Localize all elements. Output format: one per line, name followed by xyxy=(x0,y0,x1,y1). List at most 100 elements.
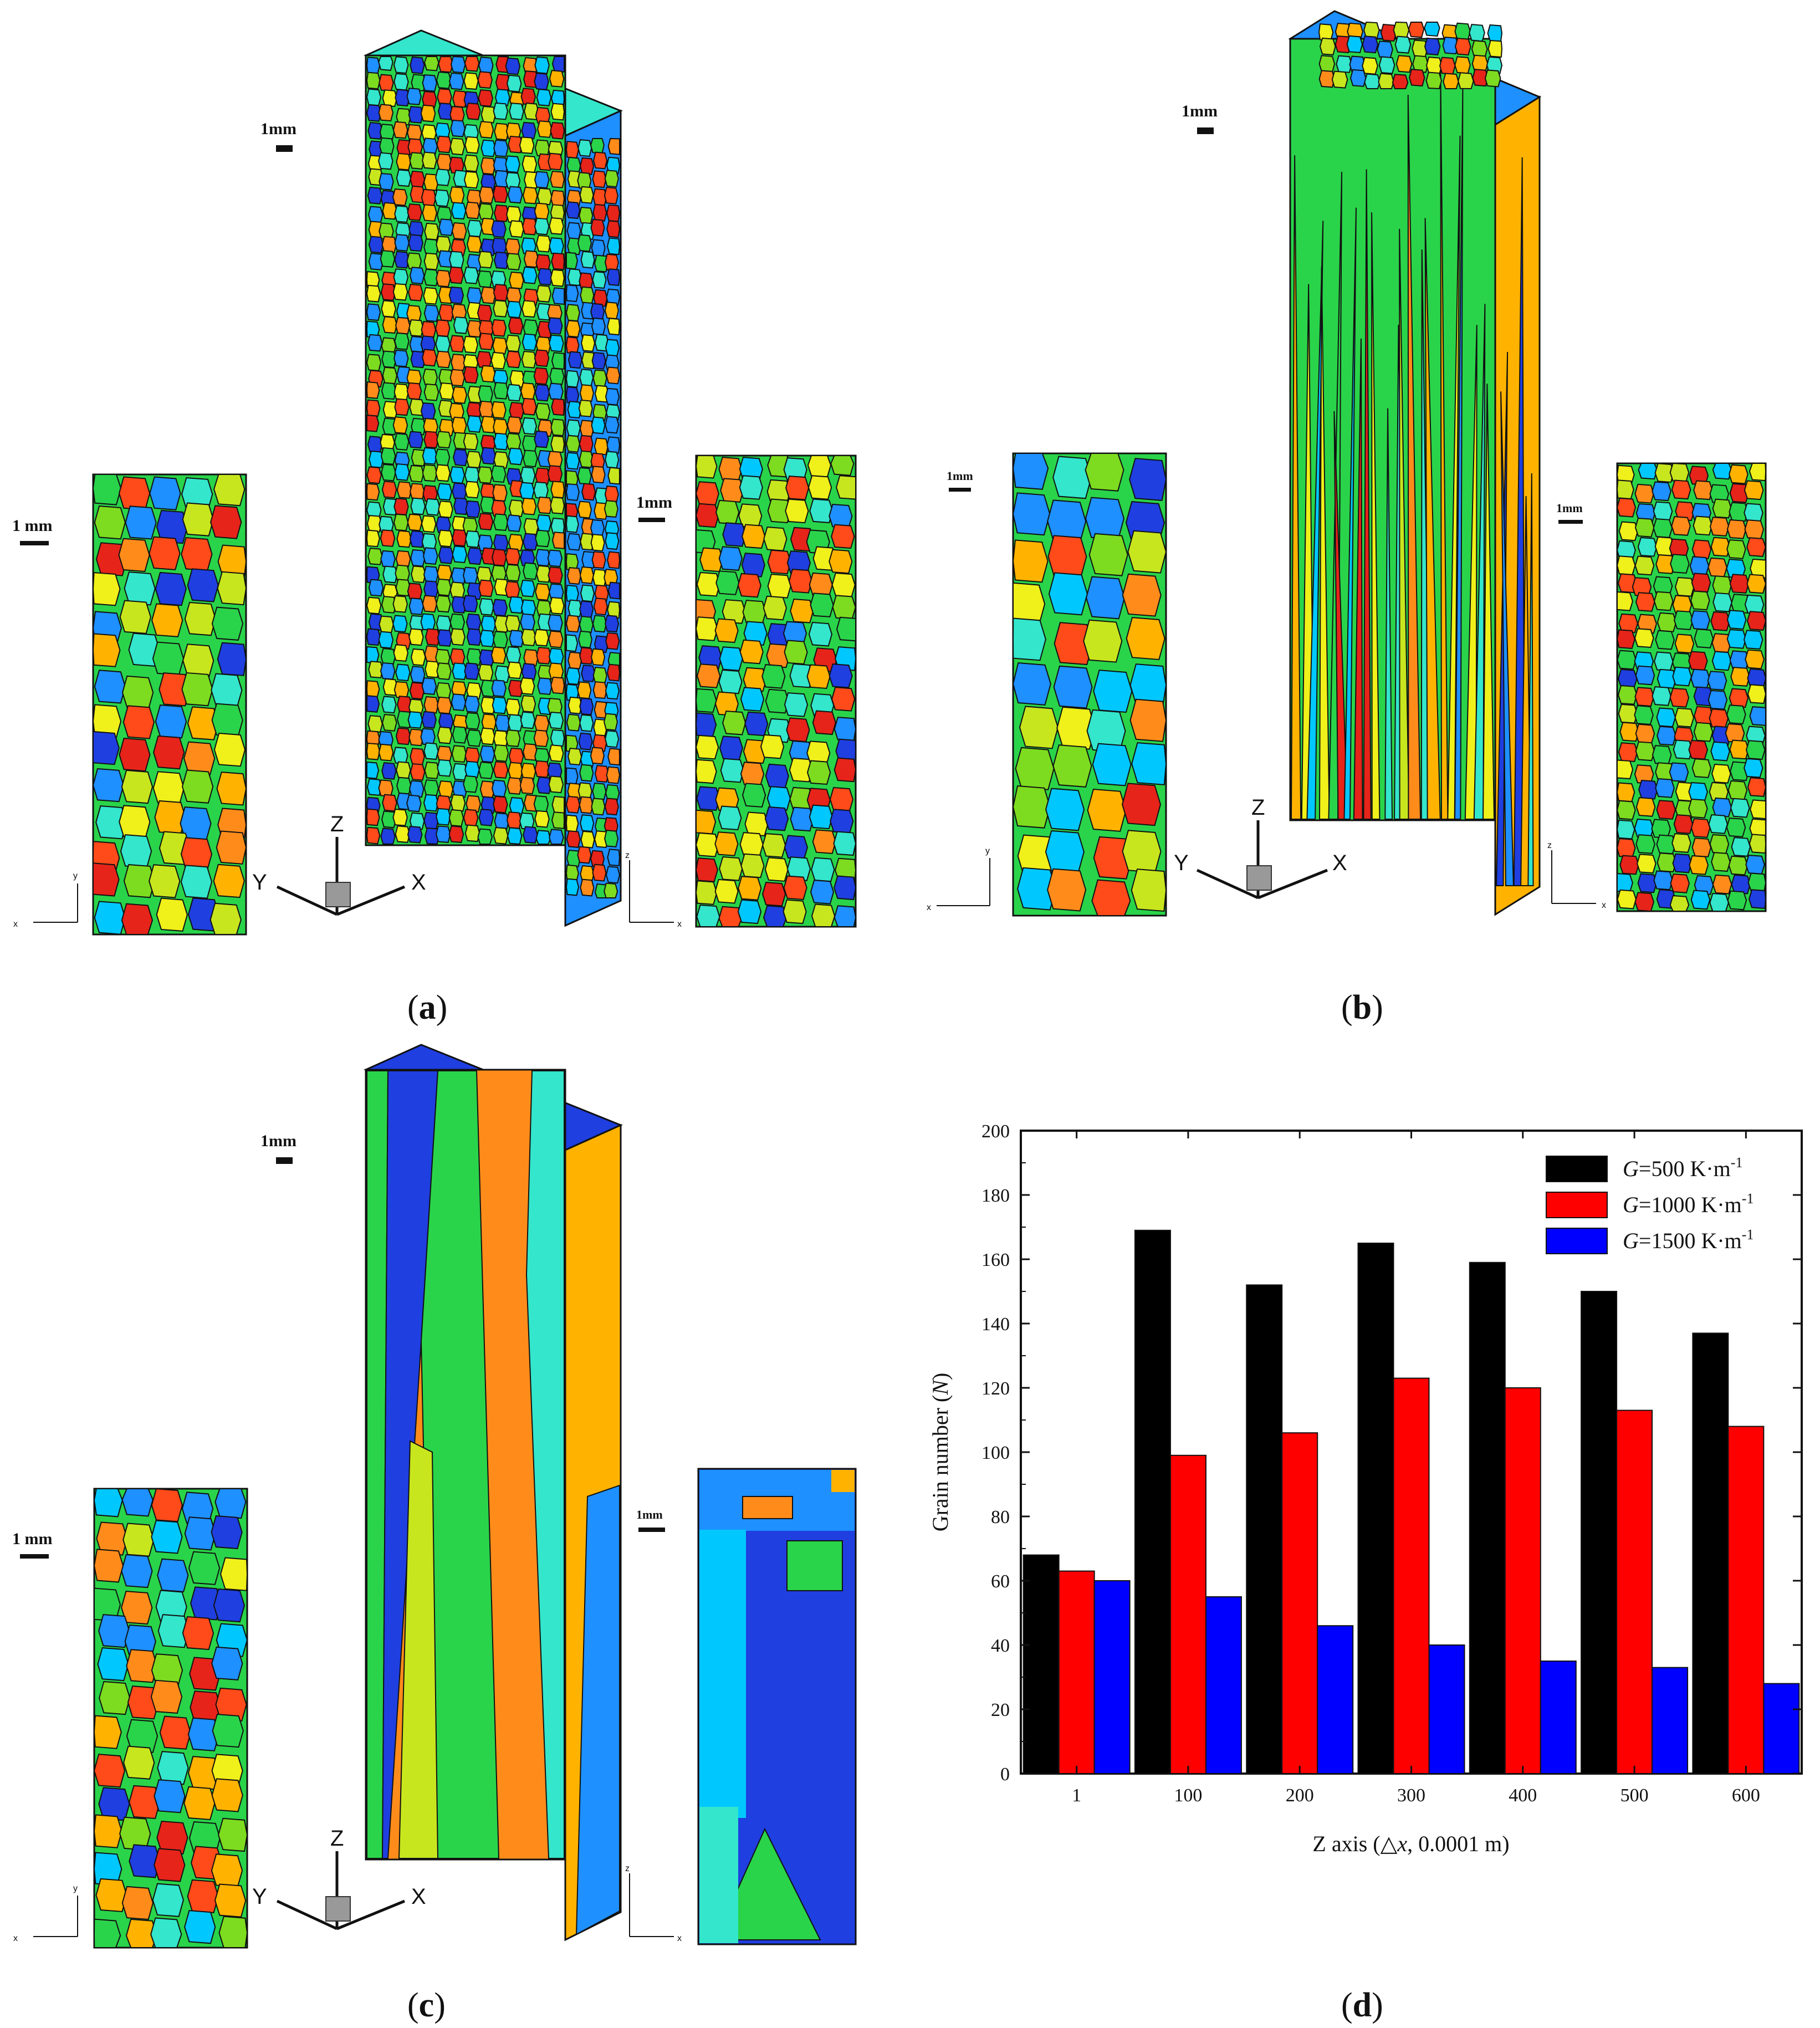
grain xyxy=(93,1814,122,1848)
y-tick-label: 200 xyxy=(981,1121,1010,1142)
grain xyxy=(1016,867,1057,911)
grain xyxy=(1127,530,1167,574)
grain xyxy=(366,88,382,106)
grain xyxy=(491,220,507,238)
grain xyxy=(213,732,246,767)
grain xyxy=(580,286,595,304)
grain xyxy=(521,663,537,681)
columnar-grain xyxy=(1306,221,1324,820)
grain xyxy=(1728,855,1749,876)
grain xyxy=(590,138,605,154)
grain xyxy=(93,731,120,765)
grain xyxy=(1654,463,1675,483)
grain xyxy=(605,339,620,357)
grain xyxy=(211,1778,243,1812)
grain xyxy=(1744,503,1763,523)
legend-entry: G=500 K·m-1 xyxy=(1623,1155,1742,1181)
grain xyxy=(124,571,156,606)
grain xyxy=(366,354,382,371)
grain xyxy=(1691,573,1711,593)
grain xyxy=(393,681,410,699)
grain xyxy=(1709,834,1730,854)
grain xyxy=(213,864,245,898)
grain xyxy=(565,452,580,470)
grain xyxy=(396,761,411,779)
grain xyxy=(214,1488,247,1519)
grain xyxy=(477,304,493,322)
grain xyxy=(763,526,788,551)
grain xyxy=(182,1616,214,1651)
svg-text:z: z xyxy=(1547,841,1552,850)
grain xyxy=(462,595,478,613)
grain xyxy=(591,239,606,257)
grain xyxy=(1635,797,1656,817)
grain xyxy=(1346,35,1363,53)
grain xyxy=(695,481,719,506)
grain xyxy=(1726,519,1747,539)
grain xyxy=(577,846,592,864)
axis-label-y: Y xyxy=(252,1884,267,1909)
grain xyxy=(547,549,563,568)
grain xyxy=(157,1558,189,1592)
grain xyxy=(464,695,480,713)
columnar-grains xyxy=(1495,157,1534,886)
grain xyxy=(493,744,509,762)
grain xyxy=(565,386,580,405)
grain xyxy=(490,351,506,370)
grain xyxy=(1335,35,1352,54)
grain xyxy=(718,906,743,927)
grain xyxy=(1487,24,1503,43)
grain xyxy=(449,186,465,204)
grain xyxy=(743,667,767,692)
grain xyxy=(92,474,122,505)
grain xyxy=(462,566,478,585)
grain xyxy=(121,1590,153,1625)
grain xyxy=(835,738,857,764)
grain xyxy=(1690,890,1711,910)
grain xyxy=(436,350,451,369)
grain xyxy=(212,1713,244,1748)
grain xyxy=(550,497,565,514)
grain xyxy=(480,105,497,124)
grain xyxy=(833,831,857,856)
grain xyxy=(548,317,563,335)
grain xyxy=(409,267,425,284)
grain xyxy=(423,287,438,305)
grain xyxy=(213,474,246,507)
grain xyxy=(1012,785,1051,829)
grain xyxy=(812,829,836,854)
grain xyxy=(1669,762,1689,783)
y-tick-label: 0 xyxy=(1000,1764,1010,1785)
grain xyxy=(366,381,380,399)
grain xyxy=(366,303,381,321)
grain xyxy=(425,628,441,646)
grain xyxy=(1424,22,1440,37)
grain xyxy=(395,316,411,335)
grain xyxy=(567,401,582,419)
grain xyxy=(742,524,766,549)
grain xyxy=(550,729,565,747)
grain xyxy=(449,335,465,353)
bar xyxy=(1169,1454,1206,1775)
grain xyxy=(550,435,565,453)
grain xyxy=(1747,777,1767,797)
grain xyxy=(467,320,483,338)
grain xyxy=(565,483,580,501)
grain xyxy=(381,762,397,780)
grain xyxy=(535,336,551,354)
grain xyxy=(522,397,537,416)
grain xyxy=(507,777,523,795)
columnar-grain xyxy=(1454,84,1464,820)
grain xyxy=(520,763,536,780)
grain xyxy=(155,571,187,606)
panel-label-a: (a) xyxy=(407,989,447,1026)
grain xyxy=(406,382,422,400)
small-axis: x y xyxy=(13,1884,78,1943)
scale-bar xyxy=(276,1157,293,1164)
grain xyxy=(190,1586,222,1621)
grain xyxy=(395,825,411,843)
grain xyxy=(478,89,493,107)
grain xyxy=(834,905,857,927)
grain xyxy=(449,466,465,484)
grain xyxy=(591,798,606,816)
